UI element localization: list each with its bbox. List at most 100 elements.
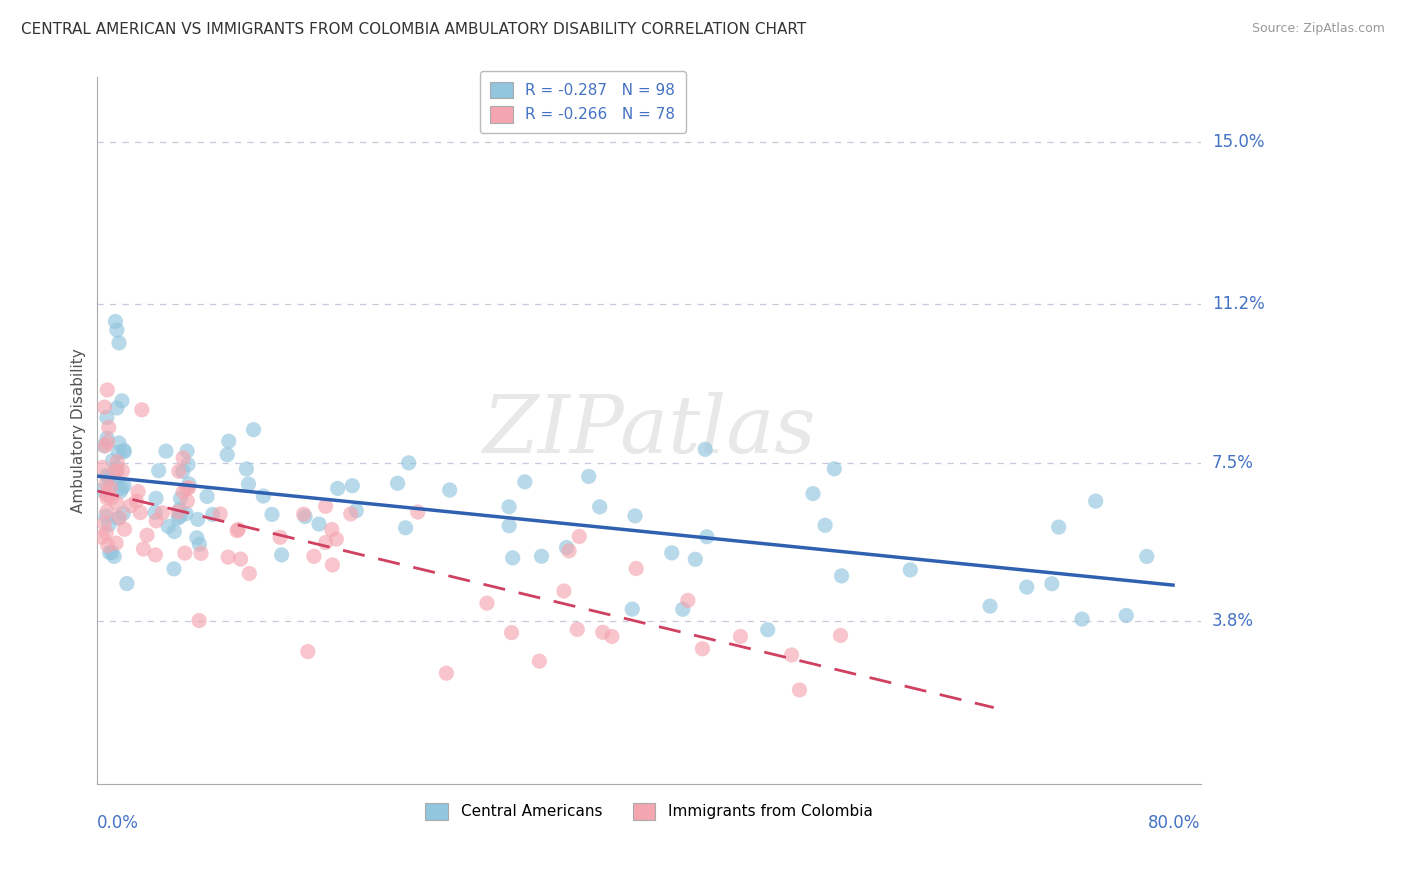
Point xyxy=(201,508,224,522)
Point xyxy=(108,335,131,350)
Point xyxy=(125,494,148,508)
Point xyxy=(898,563,921,577)
Point xyxy=(502,550,524,565)
Text: 7.5%: 7.5% xyxy=(1212,454,1254,472)
Point xyxy=(294,509,316,524)
Point xyxy=(187,512,209,526)
Point xyxy=(105,464,128,478)
Point xyxy=(1136,549,1159,564)
Point xyxy=(530,549,553,564)
Point xyxy=(315,535,337,549)
Point xyxy=(129,506,152,520)
Point xyxy=(172,464,194,478)
Point xyxy=(105,496,128,510)
Point xyxy=(167,511,190,525)
Point xyxy=(1084,494,1107,508)
Point xyxy=(96,383,118,397)
Point xyxy=(188,537,211,551)
Point xyxy=(104,465,127,479)
Point xyxy=(94,476,117,491)
Y-axis label: Ambulatory Disability: Ambulatory Disability xyxy=(72,348,86,513)
Point xyxy=(90,483,112,498)
Point xyxy=(1040,576,1063,591)
Text: ZIPatlas: ZIPatlas xyxy=(482,392,815,469)
Point xyxy=(217,550,239,565)
Point xyxy=(1047,520,1070,534)
Legend: Central Americans, Immigrants from Colombia: Central Americans, Immigrants from Colom… xyxy=(419,797,879,826)
Point xyxy=(104,314,127,328)
Point xyxy=(145,514,167,528)
Point xyxy=(308,516,330,531)
Point xyxy=(398,456,420,470)
Point xyxy=(145,491,167,506)
Text: 11.2%: 11.2% xyxy=(1212,295,1264,313)
Point xyxy=(96,435,118,450)
Point xyxy=(103,549,125,564)
Point xyxy=(434,666,457,681)
Point xyxy=(174,507,197,521)
Point xyxy=(209,507,232,521)
Text: 80.0%: 80.0% xyxy=(1149,814,1201,832)
Point xyxy=(120,499,142,513)
Point xyxy=(127,484,149,499)
Point xyxy=(169,509,191,524)
Point xyxy=(321,523,343,537)
Point xyxy=(105,455,128,469)
Point xyxy=(112,445,135,459)
Point xyxy=(218,434,240,449)
Point xyxy=(235,462,257,476)
Point xyxy=(114,522,136,536)
Point xyxy=(260,508,283,522)
Point xyxy=(621,602,644,616)
Point xyxy=(252,489,274,503)
Point xyxy=(97,470,120,484)
Point xyxy=(269,530,291,544)
Point xyxy=(108,510,131,524)
Point xyxy=(105,323,128,337)
Point xyxy=(188,614,211,628)
Point xyxy=(176,444,198,458)
Point xyxy=(578,469,600,483)
Point xyxy=(661,546,683,560)
Point xyxy=(96,491,118,505)
Point xyxy=(108,436,131,450)
Point xyxy=(529,654,551,668)
Point xyxy=(112,443,135,458)
Point xyxy=(93,439,115,453)
Point xyxy=(498,518,520,533)
Point xyxy=(624,561,647,575)
Point xyxy=(1015,580,1038,594)
Point xyxy=(148,464,170,478)
Point xyxy=(105,474,128,488)
Point xyxy=(107,445,129,459)
Point xyxy=(163,524,186,539)
Point xyxy=(111,481,134,495)
Point xyxy=(242,423,264,437)
Point xyxy=(177,476,200,491)
Point xyxy=(238,477,260,491)
Point xyxy=(105,401,128,415)
Point xyxy=(589,500,612,514)
Point xyxy=(979,599,1001,613)
Point xyxy=(169,491,191,506)
Point xyxy=(831,569,853,583)
Point xyxy=(387,476,409,491)
Point xyxy=(150,506,173,520)
Point xyxy=(217,448,239,462)
Point xyxy=(297,644,319,658)
Point xyxy=(555,541,578,555)
Point xyxy=(692,641,714,656)
Point xyxy=(98,472,121,486)
Point xyxy=(176,482,198,496)
Point xyxy=(567,623,589,637)
Point xyxy=(111,464,134,478)
Point xyxy=(830,628,852,642)
Point xyxy=(780,648,803,662)
Point xyxy=(96,488,118,502)
Text: 3.8%: 3.8% xyxy=(1212,612,1254,630)
Point xyxy=(169,502,191,516)
Point xyxy=(1115,608,1137,623)
Point xyxy=(195,490,218,504)
Point xyxy=(344,503,367,517)
Point xyxy=(394,521,416,535)
